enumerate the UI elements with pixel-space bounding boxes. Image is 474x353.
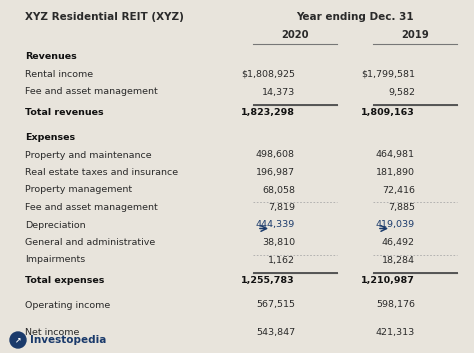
- Text: 543,847: 543,847: [256, 328, 295, 337]
- Circle shape: [10, 332, 26, 348]
- Text: Real estate taxes and insurance: Real estate taxes and insurance: [25, 168, 178, 177]
- Text: 598,176: 598,176: [376, 300, 415, 310]
- Text: 9,582: 9,582: [388, 88, 415, 96]
- Text: XYZ Residential REIT (XYZ): XYZ Residential REIT (XYZ): [25, 12, 184, 22]
- Text: $1,808,925: $1,808,925: [241, 70, 295, 79]
- Text: 444,339: 444,339: [256, 221, 295, 229]
- Text: 1,255,783: 1,255,783: [241, 276, 295, 285]
- Text: Operating income: Operating income: [25, 300, 110, 310]
- Text: Property management: Property management: [25, 185, 132, 195]
- Text: 46,492: 46,492: [382, 238, 415, 247]
- Text: Impairments: Impairments: [25, 256, 85, 264]
- Text: Fee and asset management: Fee and asset management: [25, 88, 158, 96]
- Text: Year ending Dec. 31: Year ending Dec. 31: [296, 12, 414, 22]
- Text: Investopedia: Investopedia: [30, 335, 106, 345]
- Text: 7,819: 7,819: [268, 203, 295, 212]
- Text: 2020: 2020: [281, 30, 309, 40]
- Text: 1,210,987: 1,210,987: [361, 276, 415, 285]
- Text: 72,416: 72,416: [382, 185, 415, 195]
- Text: Property and maintenance: Property and maintenance: [25, 150, 152, 160]
- Text: Fee and asset management: Fee and asset management: [25, 203, 158, 212]
- Text: 18,284: 18,284: [382, 256, 415, 264]
- Text: 567,515: 567,515: [256, 300, 295, 310]
- Text: Total expenses: Total expenses: [25, 276, 104, 285]
- Text: 7,885: 7,885: [388, 203, 415, 212]
- Text: 2019: 2019: [401, 30, 429, 40]
- Text: 1,162: 1,162: [268, 256, 295, 264]
- Text: 196,987: 196,987: [256, 168, 295, 177]
- Text: 68,058: 68,058: [262, 185, 295, 195]
- Text: ↗: ↗: [15, 335, 21, 345]
- Text: Revenues: Revenues: [25, 52, 77, 61]
- Text: General and administrative: General and administrative: [25, 238, 155, 247]
- Text: 1,823,298: 1,823,298: [241, 108, 295, 117]
- Text: Depreciation: Depreciation: [25, 221, 86, 229]
- Text: 181,890: 181,890: [376, 168, 415, 177]
- Text: Expenses: Expenses: [25, 132, 75, 142]
- Text: 421,313: 421,313: [376, 328, 415, 337]
- Text: Total revenues: Total revenues: [25, 108, 104, 117]
- Text: $1,799,581: $1,799,581: [361, 70, 415, 79]
- Text: Rental income: Rental income: [25, 70, 93, 79]
- Text: 464,981: 464,981: [376, 150, 415, 160]
- Text: 38,810: 38,810: [262, 238, 295, 247]
- Text: 14,373: 14,373: [262, 88, 295, 96]
- Text: 1,809,163: 1,809,163: [361, 108, 415, 117]
- Text: 419,039: 419,039: [376, 221, 415, 229]
- Text: 498,608: 498,608: [256, 150, 295, 160]
- Text: Net income: Net income: [25, 328, 79, 337]
